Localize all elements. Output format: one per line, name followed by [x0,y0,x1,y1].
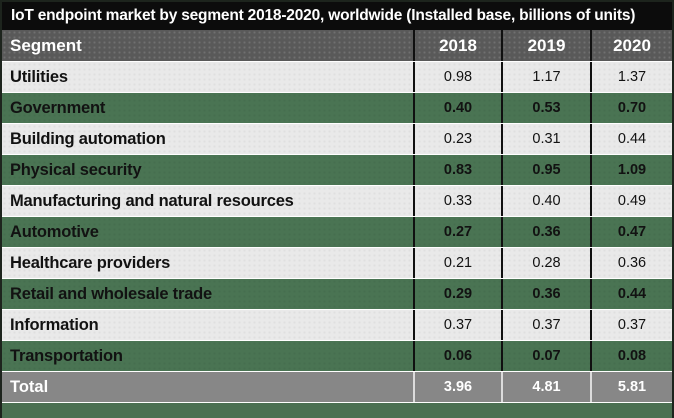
total-label: Total [10,377,49,396]
table-row: Physical security 0.83 0.95 1.09 [2,154,672,185]
total-value-2018: 3.96 [413,372,501,402]
table-row: Transportation 0.06 0.07 0.08 [2,340,672,371]
value-2020: 1.37 [590,62,672,92]
table-row: Utilities 0.98 1.17 1.37 [2,61,672,92]
total-row: Total 3.96 4.81 5.81 [2,371,672,402]
value-2020: 0.37 [590,310,672,340]
segment-label: Building automation [10,129,166,148]
table-row: Government 0.40 0.53 0.70 [2,92,672,123]
value-2019: 0.31 [501,124,590,154]
value-2020: 0.47 [590,217,672,247]
value-2018: 0.83 [413,155,501,185]
segment-label: Information [10,315,99,334]
table-row: Manufacturing and natural resources 0.33… [2,185,672,216]
value-2018: 0.37 [413,310,501,340]
value-2018: 0.27 [413,217,501,247]
table-row: Retail and wholesale trade 0.29 0.36 0.4… [2,278,672,309]
value-2020: 1.09 [590,155,672,185]
segment-label: Healthcare providers [10,253,171,272]
column-header-2018: 2018 [413,30,501,61]
value-2019: 0.40 [501,186,590,216]
total-value-2019: 4.81 [501,372,590,402]
value-2020: 0.08 [590,341,672,371]
segment-label: Retail and wholesale trade [10,284,213,303]
value-2019: 0.36 [501,217,590,247]
header-row: Segment 2018 2019 2020 [2,30,672,61]
value-2020: 0.70 [590,93,672,123]
table-row: Automotive 0.27 0.36 0.47 [2,216,672,247]
value-2018: 0.06 [413,341,501,371]
table-row: Healthcare providers 0.21 0.28 0.36 [2,247,672,278]
segment-label: Physical security [10,160,142,179]
value-2018: 0.21 [413,248,501,278]
segment-label: Transportation [10,346,123,365]
value-2019: 0.53 [501,93,590,123]
value-2019: 0.28 [501,248,590,278]
value-2019: 0.07 [501,341,590,371]
value-2020: 0.44 [590,124,672,154]
value-2019: 0.95 [501,155,590,185]
value-2020: 0.44 [590,279,672,309]
column-header-2019: 2019 [501,30,590,61]
total-value-2020: 5.81 [590,372,672,402]
value-2020: 0.49 [590,186,672,216]
value-2019: 0.36 [501,279,590,309]
value-2018: 0.23 [413,124,501,154]
value-2018: 0.29 [413,279,501,309]
table-row: Information 0.37 0.37 0.37 [2,309,672,340]
value-2019: 0.37 [501,310,590,340]
column-header-segment: Segment [10,35,82,55]
segment-label: Manufacturing and natural resources [10,191,294,210]
value-2018: 0.40 [413,93,501,123]
value-2019: 1.17 [501,62,590,92]
column-header-2020: 2020 [590,30,672,61]
bottom-accent-bar [2,402,672,418]
page-title: IoT endpoint market by segment 2018-2020… [11,7,636,24]
segment-label: Government [10,98,106,117]
value-2020: 0.36 [590,248,672,278]
value-2018: 0.98 [413,62,501,92]
value-2018: 0.33 [413,186,501,216]
table-row: Building automation 0.23 0.31 0.44 [2,123,672,154]
title-bar: IoT endpoint market by segment 2018-2020… [2,2,672,30]
table-body: Utilities 0.98 1.17 1.37 Government 0.40… [2,61,672,371]
segment-label: Automotive [10,222,99,241]
segment-label: Utilities [10,67,68,86]
